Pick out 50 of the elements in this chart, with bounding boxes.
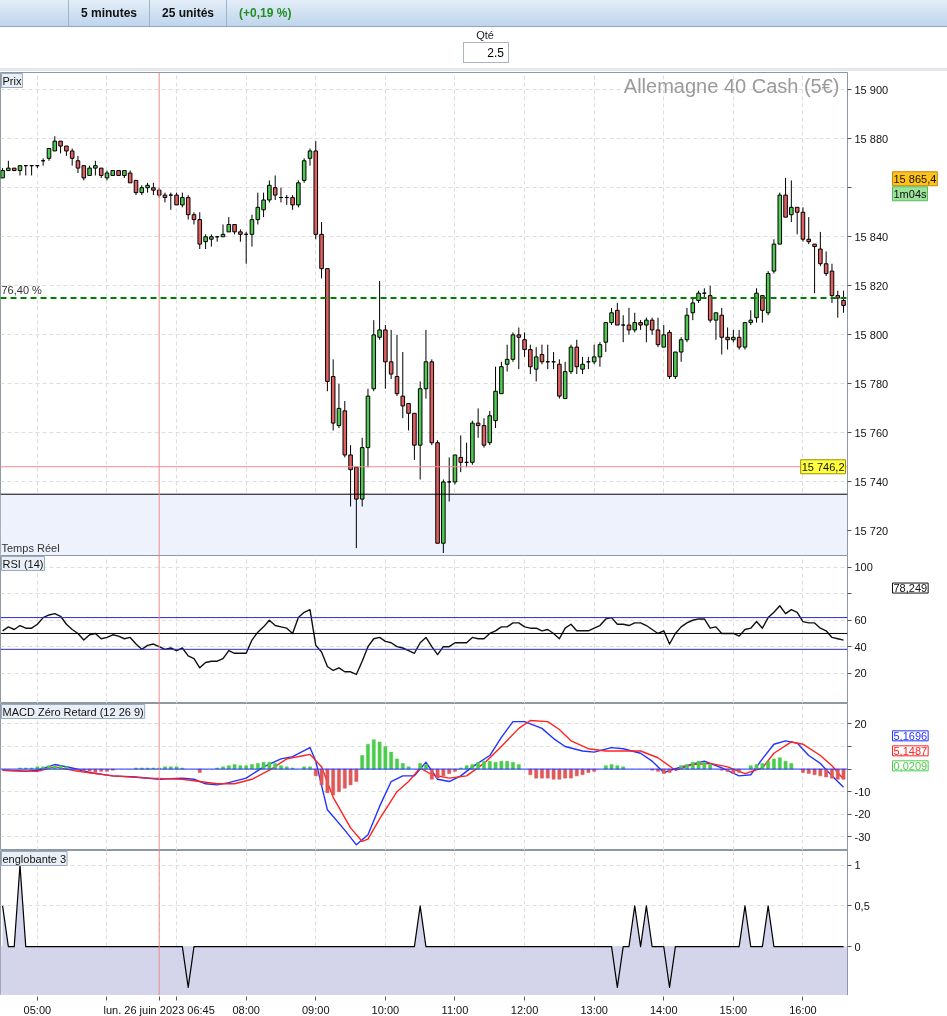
chart-title: Prix <box>2 74 22 87</box>
text: 78,249 <box>893 582 928 595</box>
annotation: Temps Réel <box>1 541 60 554</box>
x-tick-label: 10:00 <box>371 1003 400 1016</box>
y-tick-label: 15 740 <box>854 475 889 488</box>
x-tick-label: 08:00 <box>232 1003 260 1016</box>
y-tick-label: 15 880 <box>854 132 889 145</box>
y-tick-label: 15 900 <box>854 83 889 96</box>
text: 15 865,4 <box>893 172 937 185</box>
text: 5,1696 <box>893 729 928 742</box>
y-tick-label: 15 840 <box>854 230 889 243</box>
x-tick-label: 05:00 <box>23 1003 52 1016</box>
y-tick-label: 15 720 <box>854 524 889 537</box>
y-tick-label: 0,5 <box>854 899 870 912</box>
chart-title: MACD Zéro Retard (12 26 9) <box>2 705 144 718</box>
x-tick-label: 14:00 <box>650 1003 678 1016</box>
text: Qté <box>475 28 495 43</box>
text: 0,0209 <box>893 759 928 772</box>
y-tick-label: 0 <box>854 940 861 953</box>
y-tick-label: 15 760 <box>854 426 889 439</box>
chart-subtitle: Allemagne 40 Cash (5€) <box>623 74 840 97</box>
x-tick-label: 15:00 <box>719 1003 748 1016</box>
y-tick-label: 20 <box>854 717 867 730</box>
x-tick-label: 12:00 <box>510 1003 539 1016</box>
text: 1m04s <box>893 187 928 200</box>
text: 25 unités <box>149 0 227 26</box>
annotation: 76,40 % <box>1 284 43 297</box>
text: 2.5 <box>463 42 509 63</box>
text: 5 minutes <box>68 0 150 26</box>
y-tick-label: 40 <box>854 640 867 653</box>
ref-line-label: 15 746,2 <box>801 460 845 473</box>
x-tick-label: lun. 26 juin 2023 06:45 <box>103 1003 215 1016</box>
y-tick-label: 1 <box>854 859 861 872</box>
x-tick-label: 11:00 <box>441 1003 469 1016</box>
x-tick-label: 09:00 <box>302 1003 330 1016</box>
y-tick-label: 100 <box>854 561 873 574</box>
y-tick-label: -20 <box>854 808 871 821</box>
y-tick-label: -30 <box>854 830 871 843</box>
x-tick-label: 16:00 <box>789 1003 817 1016</box>
text: (+0,19 %) <box>226 0 304 26</box>
y-tick-label: -10 <box>854 785 871 798</box>
chart-title: RSI (14) <box>2 557 44 570</box>
chart-title: englobante 3 <box>2 852 67 865</box>
x-tick-label: 13:00 <box>580 1003 608 1016</box>
y-tick-label: 15 780 <box>854 377 889 390</box>
y-tick-label: 15 820 <box>854 279 889 292</box>
text: 5,1487 <box>893 744 928 757</box>
y-tick-label: 15 800 <box>854 328 889 341</box>
y-tick-label: 20 <box>854 667 867 680</box>
y-tick-label: 60 <box>854 614 867 627</box>
